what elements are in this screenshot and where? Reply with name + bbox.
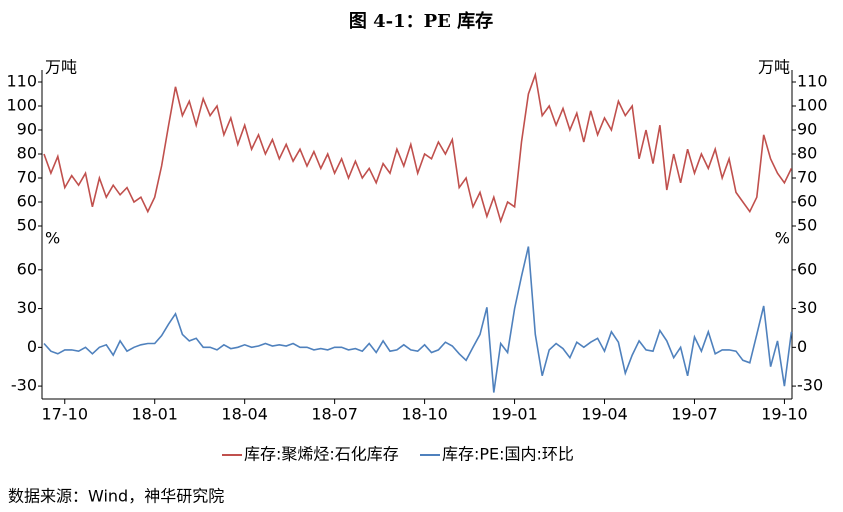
y-tick-label: 100 xyxy=(6,96,37,115)
y-tick-label: 60 xyxy=(17,192,37,211)
y2-axis-unit: % xyxy=(775,229,790,248)
y2-tick-label: 0 xyxy=(797,337,807,356)
x-tick-label: 19-01 xyxy=(491,405,538,424)
y2-axis-unit: 万吨 xyxy=(758,58,790,77)
x-tick-label: 19-10 xyxy=(761,405,808,424)
y-tick-label: 80 xyxy=(17,144,37,163)
y-tick-label: -30 xyxy=(11,376,37,395)
y2-tick-label: 110 xyxy=(797,72,828,91)
y2-tick-label: 50 xyxy=(797,216,817,235)
y-tick-label: 0 xyxy=(27,337,37,356)
y2-tick-label: 80 xyxy=(797,144,817,163)
series-line xyxy=(43,246,793,393)
series-line xyxy=(43,71,793,224)
x-tick-label: 18-10 xyxy=(401,405,448,424)
x-tick-label: 18-07 xyxy=(311,405,358,424)
y-axis-unit: % xyxy=(45,229,60,248)
y2-tick-label: 60 xyxy=(797,192,817,211)
x-tick-label: 17-10 xyxy=(42,405,89,424)
y-tick-label: 110 xyxy=(6,72,37,91)
y2-tick-label: 30 xyxy=(797,298,817,317)
y-tick-label: 90 xyxy=(17,120,37,139)
x-tick-label: 18-04 xyxy=(221,405,268,424)
y2-tick-label: 100 xyxy=(797,96,828,115)
chart-title: 图 4-1：PE 库存 xyxy=(349,10,493,32)
source-note: 数据来源：Wind，神华研究院 xyxy=(8,487,224,506)
y2-tick-label: 60 xyxy=(797,259,817,278)
legend-label: 库存:PE:国内:环比 xyxy=(442,445,574,464)
y-axis-unit: 万吨 xyxy=(45,58,77,77)
y2-tick-label: 70 xyxy=(797,168,817,187)
y2-tick-label: 90 xyxy=(797,120,817,139)
x-tick-label: 19-07 xyxy=(671,405,718,424)
x-tick-label: 19-04 xyxy=(581,405,628,424)
legend-label: 库存:聚烯烃:石化库存 xyxy=(244,445,399,464)
y-tick-label: 70 xyxy=(17,168,37,187)
y2-tick-label: -30 xyxy=(797,376,823,395)
y-tick-label: 30 xyxy=(17,298,37,317)
y-tick-label: 50 xyxy=(17,216,37,235)
y-tick-label: 60 xyxy=(17,259,37,278)
x-tick-label: 18-01 xyxy=(131,405,178,424)
